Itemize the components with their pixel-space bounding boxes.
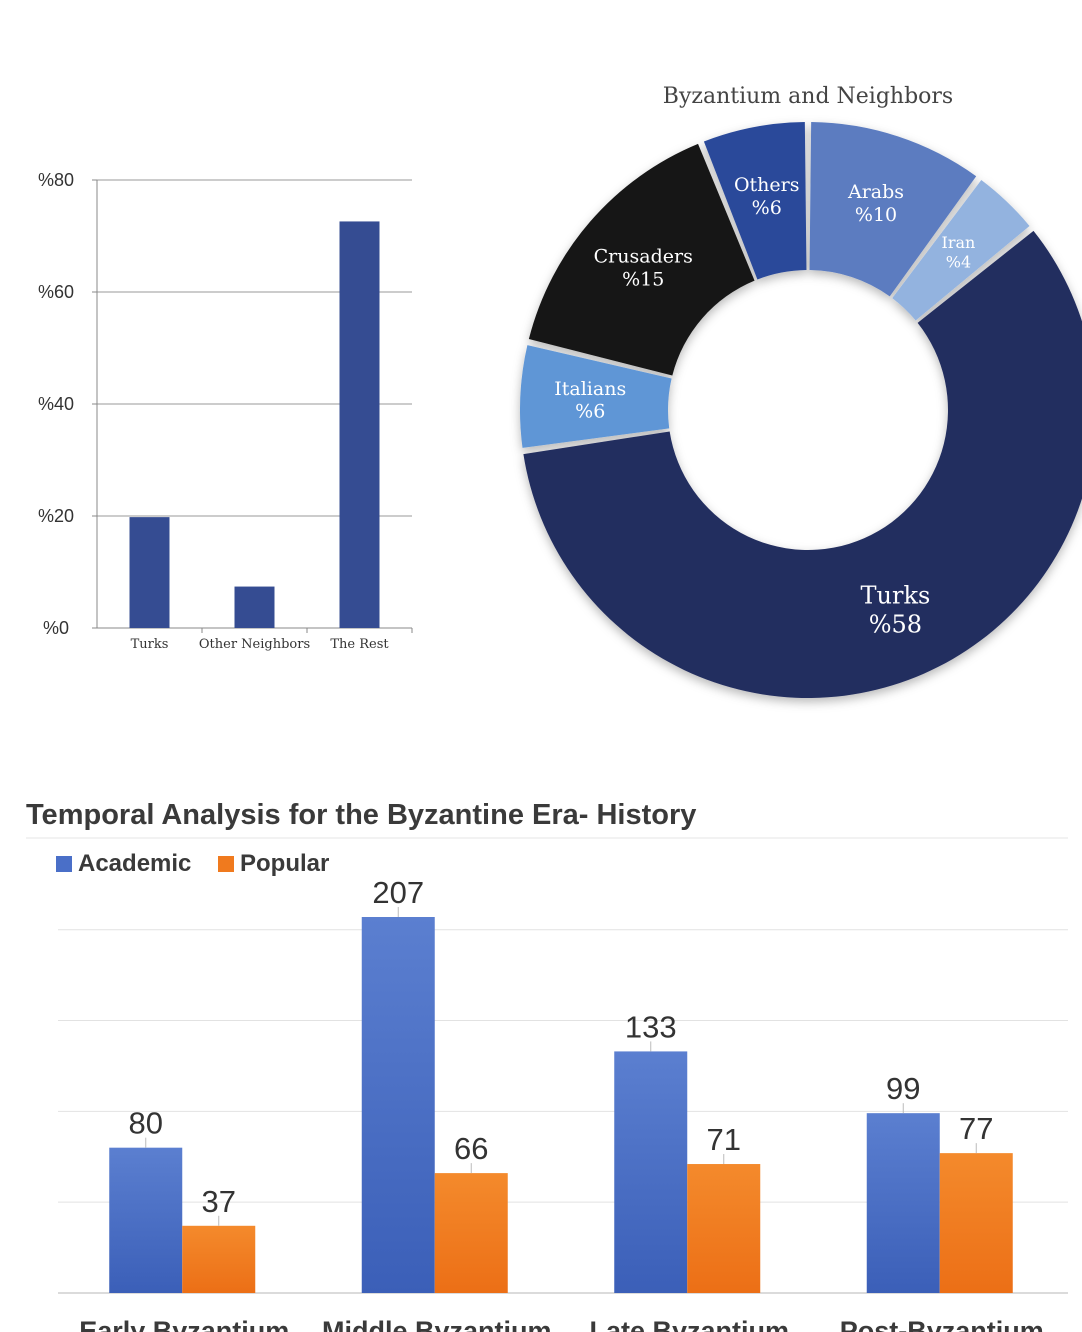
slice-label: Arabs [847, 181, 904, 203]
bar-chart-neighbors: %0 %20 %40 %60 %80 Turks Other Neighbors The Re… [38, 170, 413, 652]
bar [361, 917, 435, 1293]
bar [234, 586, 275, 628]
donut-slice [703, 122, 807, 280]
data-label: 37 [202, 1184, 236, 1219]
data-label: 66 [454, 1131, 488, 1166]
chart-title: Byzantium and Neighbors [663, 84, 953, 109]
donut-slice [528, 143, 755, 376]
legend-swatch [56, 856, 72, 872]
x-tick-label: Turks [131, 637, 169, 652]
y-tick-label: %0 [43, 618, 69, 638]
legend-swatch [218, 856, 234, 872]
x-tick-label: Other Neighbors [199, 637, 310, 652]
data-label: 71 [707, 1122, 741, 1157]
data-label: 77 [959, 1111, 993, 1146]
y-tick-label: %40 [38, 394, 74, 414]
x-tick-label: Middle Byzantium [322, 1316, 552, 1332]
x-tick-label: The Rest [330, 637, 389, 652]
donut-ring [520, 122, 1082, 699]
bar [434, 1173, 508, 1293]
x-tick-label: Post-Byzantium [840, 1316, 1044, 1332]
bar [939, 1153, 1013, 1293]
bar [182, 1225, 256, 1293]
slice-label: Iran [942, 233, 976, 252]
slice-value-label: %15 [622, 268, 664, 290]
y-tick-label: %20 [38, 506, 74, 526]
x-tick-label: Late Byzantium [589, 1316, 789, 1332]
bar [614, 1051, 688, 1293]
slice-label: Italians [554, 378, 626, 400]
bar [129, 517, 170, 628]
bar-chart-temporal: Temporal Analysis for the Byzantine Era-… [26, 799, 1068, 1332]
slice-value-label: %6 [752, 197, 782, 219]
data-label: 80 [129, 1106, 163, 1141]
donut-slice [809, 122, 977, 297]
donut-slice [892, 179, 1030, 321]
donut-slice [523, 230, 1082, 699]
slice-label: Others [734, 174, 800, 196]
slice-label: Crusaders [594, 245, 693, 267]
x-tick-label: Early Byzantium [79, 1316, 289, 1332]
data-label: 133 [625, 1009, 677, 1044]
legend-label: Popular [240, 850, 329, 877]
data-label: 99 [886, 1071, 920, 1106]
y-tick-label: %80 [38, 170, 74, 190]
data-label: 207 [372, 875, 424, 910]
y-tick-label: %60 [38, 282, 74, 302]
slice-value-label: %4 [946, 252, 971, 271]
legend-label: Academic [78, 850, 191, 877]
donut-slice [520, 345, 672, 448]
chart-title: Temporal Analysis for the Byzantine Era-… [26, 799, 696, 831]
donut-chart-byzantium: Byzantium and Neighbors Arabs%10 Iran%4 Tur… [520, 84, 1082, 699]
bar [109, 1147, 183, 1293]
slice-value-label: %58 [869, 611, 922, 639]
slice-value-label: %10 [855, 204, 897, 226]
bar [339, 221, 380, 628]
slice-label: Turks [861, 582, 931, 610]
bar [866, 1113, 940, 1293]
bar [687, 1164, 761, 1293]
slice-value-label: %6 [575, 401, 605, 423]
